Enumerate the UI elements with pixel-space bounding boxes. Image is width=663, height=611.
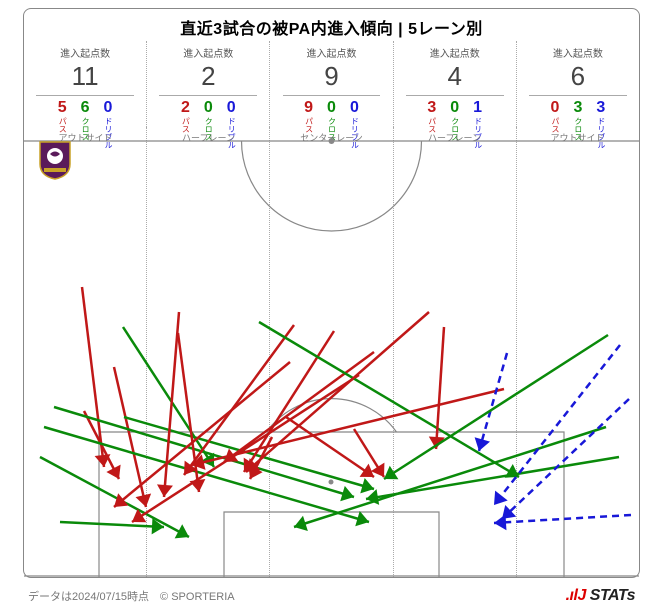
lane-sublabel: 進入起点数: [430, 45, 480, 60]
lane-name-label: ハーフレーン: [147, 131, 270, 144]
team-crest: [38, 140, 72, 185]
lane-total: 11: [72, 60, 99, 95]
footer-text: データは2024/07/15時点 © SPORTERIA: [28, 588, 235, 604]
lane-sublabel: 進入起点数: [60, 45, 110, 60]
chart-title: 直近3試合の被PA内進入傾向 | 5レーン別: [24, 15, 639, 39]
lane-box: 進入起点数 11 5パス 6クロス 0ドリブル: [24, 41, 147, 127]
pitch-diagram: [24, 127, 639, 577]
lane-names-row: アウトサイドハーフレーンセンターレーンハーフレーンアウトサイド: [24, 131, 639, 144]
lane-name-label: センターレーン: [270, 131, 393, 144]
lane-name-label: ハーフレーン: [393, 131, 516, 144]
pitch-area: [24, 127, 639, 577]
brand-logo: .ılJ STATs: [566, 587, 635, 605]
lane-stats-row: 進入起点数 11 5パス 6クロス 0ドリブル 進入起点数 2 2パス 0クロス…: [24, 41, 639, 127]
lane-box: 進入起点数 6 0パス 3クロス 3ドリブル: [517, 41, 639, 127]
footer: データは2024/07/15時点 © SPORTERIA .ılJ STATs: [0, 587, 663, 605]
lane-sublabel: 進入起点数: [553, 45, 603, 60]
lane-total: 9: [324, 60, 338, 95]
lane-total: 2: [201, 60, 215, 95]
lane-box: 進入起点数 2 2パス 0クロス 0ドリブル: [147, 41, 270, 127]
lane-total: 4: [447, 60, 461, 95]
lane-sublabel: 進入起点数: [183, 45, 233, 60]
lane-box: 進入起点数 9 9パス 0クロス 0ドリブル: [270, 41, 393, 127]
lane-total: 6: [571, 60, 585, 95]
lane-box: 進入起点数 4 3パス 0クロス 1ドリブル: [394, 41, 517, 127]
lane-name-label: アウトサイド: [516, 131, 639, 144]
lane-sublabel: 進入起点数: [307, 45, 357, 60]
